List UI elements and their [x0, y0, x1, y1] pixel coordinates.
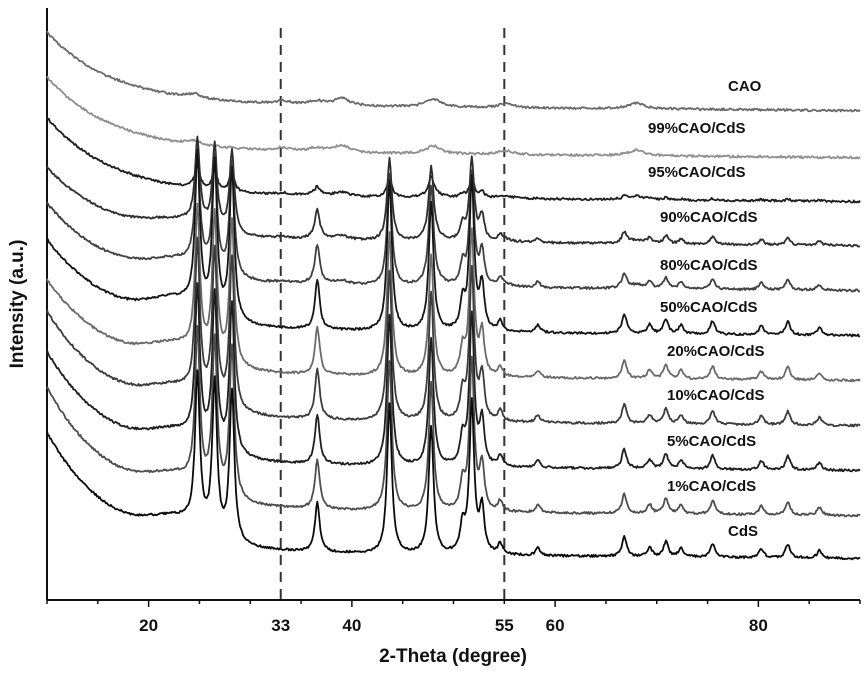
- series-label: 99%CAO/CdS: [648, 120, 746, 137]
- x-tick-label: 60: [546, 616, 565, 635]
- x-tick-label: 40: [342, 616, 361, 635]
- x-tick-label: 20: [139, 616, 158, 635]
- xrd-chart: 20 33 40 55 60 80 CAO 99%CAO/CdS 95%CAO/CdS 90%C…: [0, 0, 865, 678]
- x-tick-label: 80: [749, 616, 768, 635]
- y-axis-title: Intensity (a.u.): [7, 240, 28, 369]
- series-label: 1%CAO/CdS: [667, 478, 756, 495]
- series-label: 80%CAO/CdS: [660, 257, 758, 274]
- series-label: 10%CAO/CdS: [667, 387, 765, 404]
- series-line: [47, 31, 860, 112]
- series-label: 5%CAO/CdS: [667, 433, 756, 450]
- series-label: 90%CAO/CdS: [660, 209, 758, 226]
- series-label: 95%CAO/CdS: [648, 164, 746, 181]
- x-tick-label: 33: [271, 616, 290, 635]
- series-label: 20%CAO/CdS: [667, 343, 765, 360]
- series-label: 50%CAO/CdS: [660, 299, 758, 316]
- x-axis-title: 2-Theta (degree): [379, 646, 527, 667]
- x-ticks: 20 33 40 55 60 80: [47, 600, 860, 635]
- x-tick-label: 55: [495, 616, 514, 635]
- series-label: CAO: [728, 78, 762, 95]
- series-label: CdS: [728, 523, 758, 540]
